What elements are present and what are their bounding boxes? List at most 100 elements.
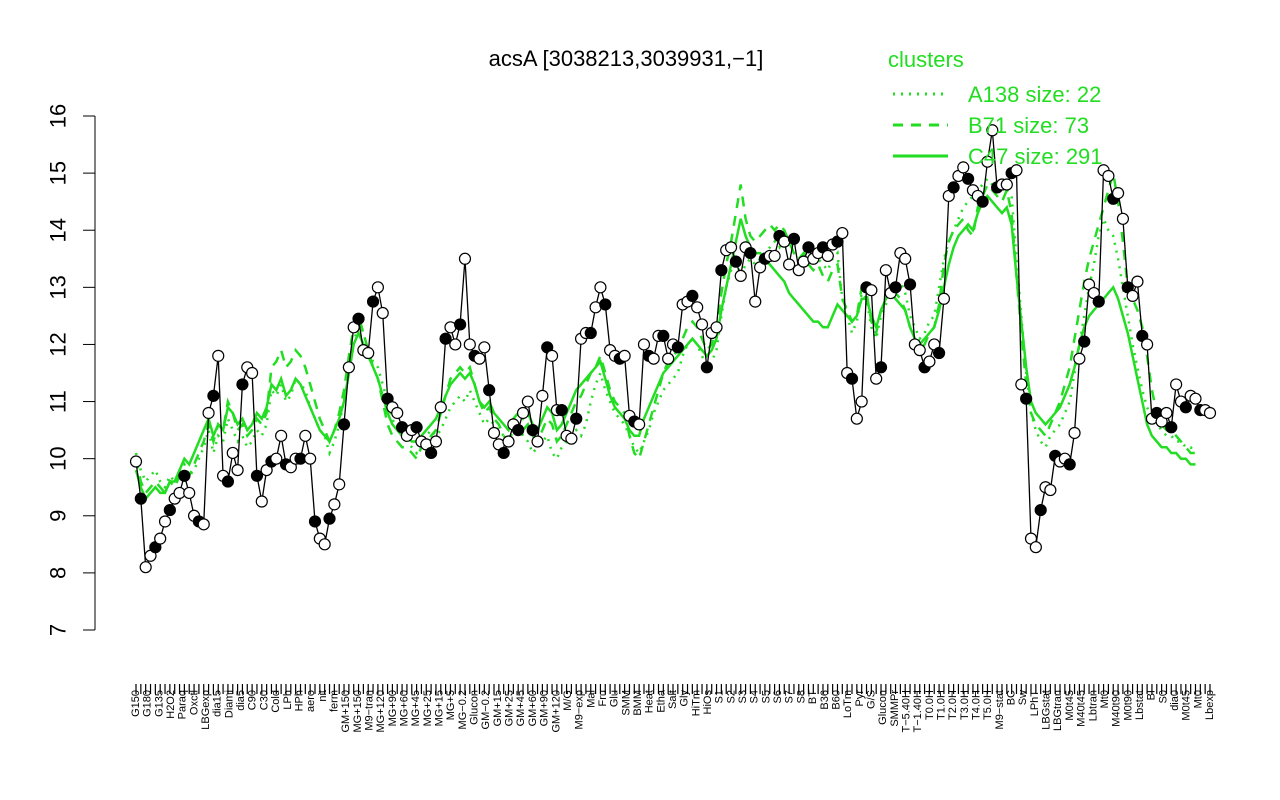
x-tick-label: C30	[258, 690, 270, 710]
legend-label: C47 size: 291	[968, 144, 1103, 169]
x-tick-label: LoTm	[842, 690, 854, 718]
data-point	[129, 455, 143, 468]
data-point	[870, 372, 883, 385]
x-tick-label: Glucon	[469, 690, 481, 725]
data-point	[923, 355, 936, 368]
data-point	[255, 495, 268, 508]
x-tick-label: B60	[830, 690, 842, 710]
x-tick-label: B36	[819, 690, 831, 710]
data-point	[521, 395, 534, 408]
data-point	[139, 561, 152, 574]
data-point	[391, 406, 404, 420]
plot-area	[129, 124, 1217, 574]
data-point	[502, 435, 515, 448]
data-point	[434, 401, 447, 414]
x-tick-label: G150	[130, 690, 142, 717]
data-point	[889, 281, 902, 294]
data-point	[865, 284, 878, 297]
data-point	[734, 269, 747, 283]
x-tick-label: MG+120	[375, 690, 387, 733]
data-point	[691, 301, 704, 314]
data-point	[449, 338, 462, 351]
y-tick-label: 7	[46, 624, 71, 636]
x-tick-label: GM+60	[527, 690, 539, 726]
data-point	[768, 249, 781, 263]
x-tick-label: MG+60	[399, 690, 411, 726]
x-tick-label: T4.0H	[971, 690, 983, 720]
x-tick-label: LBGexp	[200, 690, 212, 730]
x-tick-label: G180	[142, 690, 154, 717]
x-tick-label: Diami	[223, 690, 235, 718]
data-point	[512, 424, 525, 437]
data-point	[270, 452, 283, 465]
x-tick-label: Paraq	[177, 690, 189, 719]
x-tick-label: S4	[749, 690, 761, 703]
legend-label: B71 size: 73	[968, 113, 1089, 138]
data-point	[526, 424, 539, 437]
data-point	[836, 226, 849, 240]
x-tick-label: dia5	[235, 690, 247, 711]
x-tick-label: MG+15	[434, 690, 446, 726]
x-tick-label: GM+45	[515, 690, 527, 726]
data-point	[183, 486, 196, 500]
data-point	[236, 378, 249, 391]
data-point	[555, 404, 568, 417]
x-tick-label: T2.0H	[947, 690, 959, 720]
x-tick-label: dia15	[212, 690, 224, 717]
x-tick-label: Cold	[270, 690, 282, 713]
data-point	[352, 312, 365, 325]
x-tick-label: S7	[784, 690, 796, 703]
x-tick-label: Oxctl	[188, 690, 200, 715]
data-point	[226, 446, 239, 460]
data-point	[584, 326, 597, 340]
data-point	[1015, 378, 1028, 391]
legend-title: clusters	[888, 47, 964, 72]
data-point	[932, 346, 946, 360]
data-point	[633, 418, 646, 431]
data-point	[976, 195, 989, 208]
legend: clusters A138 size: 22 B71 size: 73 C47 si…	[888, 47, 1103, 169]
data-point	[1160, 406, 1173, 420]
x-tick-label: MG+25	[422, 690, 434, 726]
data-point	[483, 384, 496, 397]
y-tick-label: 9	[46, 510, 71, 522]
data-point	[207, 389, 220, 402]
data-point	[545, 349, 559, 362]
data-point	[821, 249, 834, 263]
x-tick-label: M/G	[562, 690, 574, 711]
data-point	[874, 361, 888, 374]
data-point	[1111, 187, 1125, 200]
data-point	[275, 429, 288, 442]
x-tick-label: Mt0	[1192, 690, 1204, 708]
data-point	[1189, 392, 1202, 405]
data-point	[947, 181, 960, 194]
data-point	[657, 329, 670, 342]
y-tick-label: 12	[46, 332, 71, 356]
data-point	[913, 344, 926, 357]
data-point	[570, 412, 583, 425]
data-point	[531, 435, 544, 448]
y-tick-label: 13	[46, 275, 71, 299]
data-point	[1131, 275, 1144, 288]
data-point	[366, 295, 380, 308]
y-tick-label: 14	[46, 218, 71, 242]
x-tick-label: G/S	[865, 690, 877, 709]
data-point	[134, 492, 147, 505]
data-point	[637, 338, 651, 351]
chart-title: acsA [3038213,3039931,−1]	[489, 46, 764, 71]
data-point	[536, 389, 549, 402]
data-point	[1126, 289, 1139, 302]
x-tick-label: T−5.40H	[900, 690, 912, 733]
data-point	[1078, 335, 1091, 348]
x-tick-label: Gly	[679, 690, 691, 707]
data-point	[473, 352, 486, 365]
x-tick-label: BMM	[632, 690, 644, 716]
data-point	[1116, 212, 1130, 225]
data-point	[1073, 352, 1086, 365]
data-point	[957, 161, 970, 174]
data-point	[850, 412, 863, 425]
data-point	[318, 538, 331, 551]
x-tick-label: aero	[305, 690, 317, 712]
x-tick-label: Glu	[609, 690, 621, 707]
data-point	[618, 349, 631, 362]
